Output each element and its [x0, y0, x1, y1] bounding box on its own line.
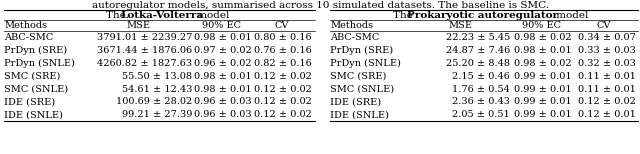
Text: 0.97 ± 0.02: 0.97 ± 0.02 [195, 46, 252, 55]
Text: 3791.01 ± 2239.27: 3791.01 ± 2239.27 [97, 34, 192, 43]
Text: 90% EC: 90% EC [202, 20, 241, 30]
Text: 0.12 ± 0.02: 0.12 ± 0.02 [254, 110, 312, 119]
Text: 90% EC: 90% EC [522, 20, 561, 30]
Text: 0.96 ± 0.03: 0.96 ± 0.03 [195, 110, 252, 119]
Text: 0.98 ± 0.02: 0.98 ± 0.02 [515, 34, 572, 43]
Text: 0.98 ± 0.02: 0.98 ± 0.02 [515, 59, 572, 68]
Text: 0.99 ± 0.01: 0.99 ± 0.01 [515, 72, 572, 81]
Text: The: The [106, 10, 130, 20]
Text: 0.34 ± 0.07: 0.34 ± 0.07 [578, 34, 636, 43]
Text: Lotka-Volterra: Lotka-Volterra [120, 10, 204, 20]
Text: 0.32 ± 0.03: 0.32 ± 0.03 [578, 59, 636, 68]
Text: MSE: MSE [126, 20, 150, 30]
Text: IDE (SNLE): IDE (SNLE) [4, 110, 63, 119]
Text: 0.12 ± 0.02: 0.12 ± 0.02 [578, 97, 636, 107]
Text: 22.23 ± 5.45: 22.23 ± 5.45 [445, 34, 510, 43]
Text: 2.05 ± 0.51: 2.05 ± 0.51 [452, 110, 510, 119]
Text: SMC (SNLE): SMC (SNLE) [4, 85, 68, 94]
Text: 4260.82 ± 1827.63: 4260.82 ± 1827.63 [97, 59, 192, 68]
Text: 1.76 ± 0.54: 1.76 ± 0.54 [452, 85, 510, 94]
Text: 0.33 ± 0.03: 0.33 ± 0.03 [578, 46, 636, 55]
Text: Prokaryotic autoregulator: Prokaryotic autoregulator [407, 10, 558, 20]
Text: 0.99 ± 0.01: 0.99 ± 0.01 [515, 110, 572, 119]
Text: 2.15 ± 0.46: 2.15 ± 0.46 [452, 72, 510, 81]
Text: 0.12 ± 0.01: 0.12 ± 0.01 [578, 110, 636, 119]
Text: 0.99 ± 0.01: 0.99 ± 0.01 [515, 97, 572, 107]
Text: IDE (SRE): IDE (SRE) [4, 97, 55, 107]
Text: MSE: MSE [448, 20, 472, 30]
Text: SMC (SNLE): SMC (SNLE) [330, 85, 394, 94]
Text: 54.61 ± 12.43: 54.61 ± 12.43 [122, 85, 192, 94]
Text: 0.11 ± 0.01: 0.11 ± 0.01 [578, 85, 636, 94]
Text: IDE (SRE): IDE (SRE) [330, 97, 381, 107]
Text: IDE (SNLE): IDE (SNLE) [330, 110, 389, 119]
Text: ABC-SMC: ABC-SMC [4, 34, 53, 43]
Text: 100.69 ± 28.02: 100.69 ± 28.02 [116, 97, 192, 107]
Text: PrDyn (SNLE): PrDyn (SNLE) [4, 59, 75, 68]
Text: SMC (SRE): SMC (SRE) [4, 72, 60, 81]
Text: Methods: Methods [330, 20, 373, 30]
Text: 0.80 ± 0.16: 0.80 ± 0.16 [254, 34, 312, 43]
Text: 2.36 ± 0.43: 2.36 ± 0.43 [452, 97, 510, 107]
Text: model: model [553, 10, 588, 20]
Text: 25.20 ± 8.48: 25.20 ± 8.48 [446, 59, 510, 68]
Text: The: The [393, 10, 416, 20]
Text: 0.12 ± 0.02: 0.12 ± 0.02 [254, 85, 312, 94]
Text: 0.82 ± 0.16: 0.82 ± 0.16 [254, 59, 312, 68]
Text: CV: CV [597, 20, 611, 30]
Text: 0.98 ± 0.01: 0.98 ± 0.01 [195, 72, 252, 81]
Text: 99.21 ± 27.39: 99.21 ± 27.39 [122, 110, 192, 119]
Text: 0.98 ± 0.01: 0.98 ± 0.01 [195, 34, 252, 43]
Text: CV: CV [275, 20, 289, 30]
Text: ABC-SMC: ABC-SMC [330, 34, 380, 43]
Text: Methods: Methods [4, 20, 47, 30]
Text: 0.12 ± 0.02: 0.12 ± 0.02 [254, 72, 312, 81]
Text: 0.98 ± 0.01: 0.98 ± 0.01 [515, 46, 572, 55]
Text: 24.87 ± 7.46: 24.87 ± 7.46 [445, 46, 510, 55]
Text: 0.99 ± 0.01: 0.99 ± 0.01 [515, 85, 572, 94]
Text: autoregulator models, summarised across 10 simulated datasets. The baseline is S: autoregulator models, summarised across … [92, 0, 548, 10]
Text: PrDyn (SRE): PrDyn (SRE) [4, 46, 67, 55]
Text: SMC (SRE): SMC (SRE) [330, 72, 387, 81]
Text: 0.12 ± 0.02: 0.12 ± 0.02 [254, 97, 312, 107]
Text: 3671.44 ± 1876.06: 3671.44 ± 1876.06 [97, 46, 192, 55]
Text: model: model [193, 10, 229, 20]
Text: PrDyn (SNLE): PrDyn (SNLE) [330, 59, 401, 68]
Text: 0.11 ± 0.01: 0.11 ± 0.01 [578, 72, 636, 81]
Text: 0.96 ± 0.02: 0.96 ± 0.02 [195, 59, 252, 68]
Text: 0.76 ± 0.16: 0.76 ± 0.16 [254, 46, 312, 55]
Text: PrDyn (SRE): PrDyn (SRE) [330, 46, 393, 55]
Text: 0.96 ± 0.03: 0.96 ± 0.03 [195, 97, 252, 107]
Text: 0.98 ± 0.01: 0.98 ± 0.01 [195, 85, 252, 94]
Text: 55.50 ± 13.08: 55.50 ± 13.08 [122, 72, 192, 81]
